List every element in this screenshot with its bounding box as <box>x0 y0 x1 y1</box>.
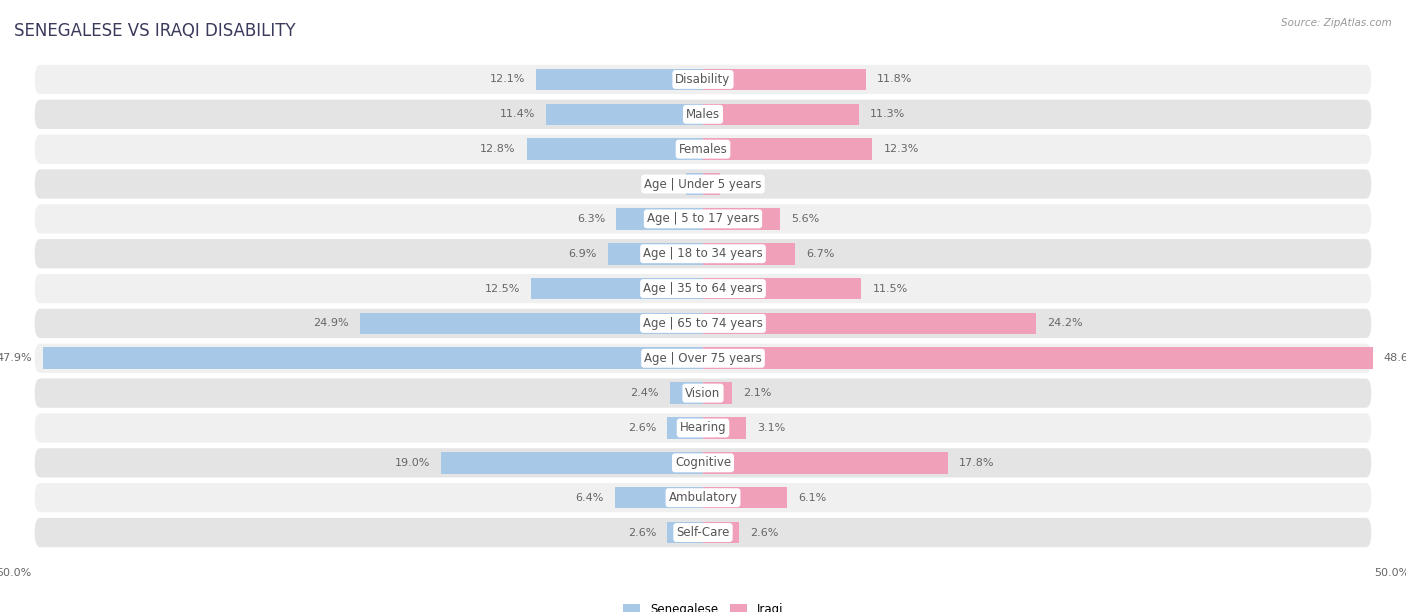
Bar <box>669 382 703 404</box>
Text: 1.2%: 1.2% <box>731 179 759 189</box>
Text: 2.4%: 2.4% <box>630 388 659 398</box>
Bar <box>536 69 703 91</box>
Text: 12.5%: 12.5% <box>484 283 520 294</box>
Text: 11.5%: 11.5% <box>873 283 908 294</box>
Bar <box>527 138 703 160</box>
Text: 12.1%: 12.1% <box>489 75 526 84</box>
FancyBboxPatch shape <box>35 448 1371 477</box>
Text: Females: Females <box>679 143 727 155</box>
Bar <box>614 487 703 509</box>
Bar <box>441 452 703 474</box>
Legend: Senegalese, Iraqi: Senegalese, Iraqi <box>623 603 783 612</box>
Bar <box>703 69 866 91</box>
Bar <box>607 243 703 264</box>
Text: Age | 65 to 74 years: Age | 65 to 74 years <box>643 317 763 330</box>
Bar <box>668 417 703 439</box>
Text: 24.2%: 24.2% <box>1047 318 1083 329</box>
FancyBboxPatch shape <box>35 483 1371 512</box>
Text: Males: Males <box>686 108 720 121</box>
Text: 1.2%: 1.2% <box>647 179 675 189</box>
Text: Vision: Vision <box>685 387 721 400</box>
FancyBboxPatch shape <box>35 309 1371 338</box>
Text: Ambulatory: Ambulatory <box>668 491 738 504</box>
Text: 6.9%: 6.9% <box>568 248 598 259</box>
FancyBboxPatch shape <box>35 378 1371 408</box>
Bar <box>703 487 787 509</box>
Text: 6.7%: 6.7% <box>807 248 835 259</box>
Bar <box>686 173 703 195</box>
Text: 19.0%: 19.0% <box>395 458 430 468</box>
Text: 12.3%: 12.3% <box>883 144 920 154</box>
Bar <box>703 313 1036 334</box>
Text: 47.9%: 47.9% <box>0 353 32 364</box>
Bar <box>668 521 703 543</box>
Text: 6.1%: 6.1% <box>799 493 827 502</box>
Bar <box>703 278 862 299</box>
Bar <box>616 208 703 230</box>
Text: 11.8%: 11.8% <box>876 75 912 84</box>
Text: Age | Under 5 years: Age | Under 5 years <box>644 177 762 190</box>
Text: Source: ZipAtlas.com: Source: ZipAtlas.com <box>1281 18 1392 28</box>
Bar <box>703 452 948 474</box>
Text: Age | 18 to 34 years: Age | 18 to 34 years <box>643 247 763 260</box>
Bar <box>531 278 703 299</box>
Text: Disability: Disability <box>675 73 731 86</box>
Bar <box>703 417 745 439</box>
Text: 11.3%: 11.3% <box>870 110 905 119</box>
Text: 24.9%: 24.9% <box>314 318 349 329</box>
Bar <box>703 208 780 230</box>
Bar <box>703 173 720 195</box>
Text: 5.6%: 5.6% <box>792 214 820 224</box>
Text: Age | 35 to 64 years: Age | 35 to 64 years <box>643 282 763 295</box>
Bar <box>703 103 859 125</box>
Text: 6.4%: 6.4% <box>575 493 603 502</box>
FancyBboxPatch shape <box>35 170 1371 199</box>
Text: 2.1%: 2.1% <box>742 388 772 398</box>
Text: 3.1%: 3.1% <box>756 423 785 433</box>
Bar <box>703 521 738 543</box>
FancyBboxPatch shape <box>35 239 1371 268</box>
Bar <box>703 138 873 160</box>
Bar <box>44 348 703 369</box>
FancyBboxPatch shape <box>35 413 1371 442</box>
Text: 6.3%: 6.3% <box>576 214 605 224</box>
Bar <box>360 313 703 334</box>
Text: 2.6%: 2.6% <box>749 528 779 537</box>
Text: Age | 5 to 17 years: Age | 5 to 17 years <box>647 212 759 225</box>
FancyBboxPatch shape <box>35 518 1371 547</box>
Text: Hearing: Hearing <box>679 422 727 435</box>
Text: 2.6%: 2.6% <box>627 528 657 537</box>
Bar <box>703 348 1372 369</box>
Text: Age | Over 75 years: Age | Over 75 years <box>644 352 762 365</box>
Bar <box>703 382 733 404</box>
FancyBboxPatch shape <box>35 65 1371 94</box>
FancyBboxPatch shape <box>35 343 1371 373</box>
FancyBboxPatch shape <box>35 274 1371 303</box>
FancyBboxPatch shape <box>35 100 1371 129</box>
Text: 17.8%: 17.8% <box>959 458 995 468</box>
Text: Cognitive: Cognitive <box>675 457 731 469</box>
Text: 11.4%: 11.4% <box>499 110 534 119</box>
FancyBboxPatch shape <box>35 204 1371 234</box>
Text: Self-Care: Self-Care <box>676 526 730 539</box>
Text: 48.6%: 48.6% <box>1384 353 1406 364</box>
Bar <box>546 103 703 125</box>
Text: 12.8%: 12.8% <box>479 144 516 154</box>
Bar <box>703 243 796 264</box>
Text: SENEGALESE VS IRAQI DISABILITY: SENEGALESE VS IRAQI DISABILITY <box>14 21 295 40</box>
Text: 2.6%: 2.6% <box>627 423 657 433</box>
FancyBboxPatch shape <box>35 135 1371 164</box>
